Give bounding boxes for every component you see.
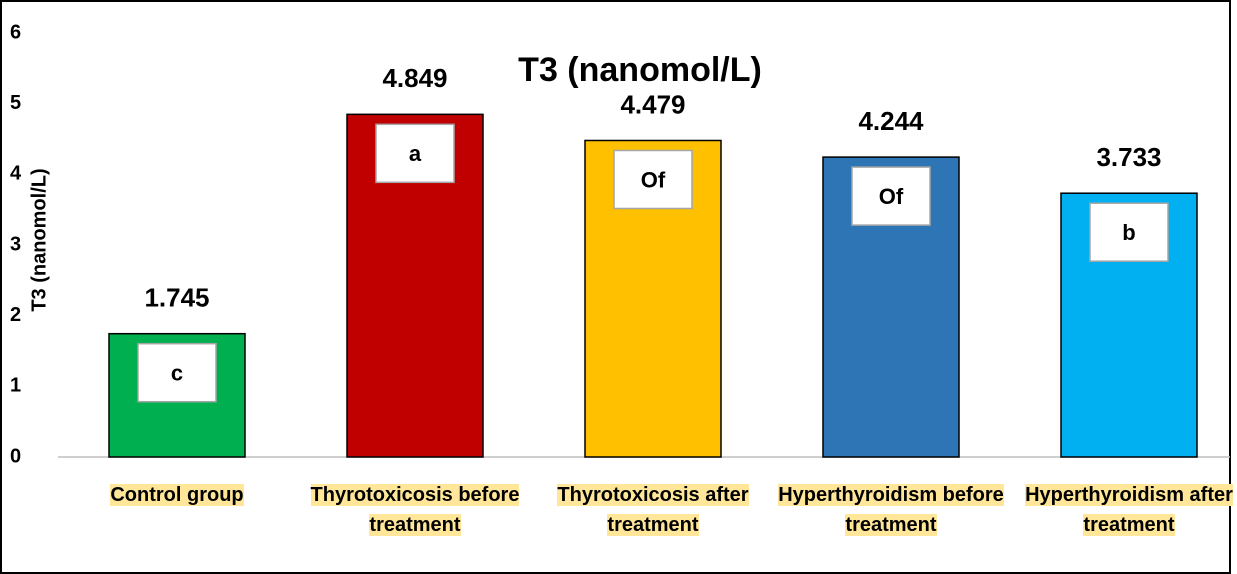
annotation: Of [641,167,666,192]
x-tick-label-box: Hyperthyroidism after treatment [1014,480,1237,540]
value-label: 4.244 [858,106,924,136]
x-tick-label-box: Hyperthyroidism before treatment [776,480,1006,540]
x-tick-label: Hyperthyroidism after treatment [1025,484,1233,536]
annotation: c [171,360,183,385]
y-tick-label: 2 [10,304,21,326]
value-label: 1.745 [144,283,209,313]
y-tick-label: 4 [10,163,22,185]
x-tick-label: Control group [110,484,244,506]
y-tick-label: 3 [10,233,21,255]
y-axis-label: T3 (nanomol/L) [28,168,50,311]
x-tick-label-box: Thyrotoxicosis after treatment [538,480,768,540]
y-tick-label: 6 [10,21,21,43]
annotation: b [1122,220,1135,245]
value-label: 4.479 [620,89,685,119]
x-tick-label-box: Thyrotoxicosis before treatment [300,480,530,540]
annotation-box [375,123,455,184]
y-tick-label: 5 [10,92,21,114]
y-tick-label: 0 [10,445,21,467]
value-label: 4.849 [382,63,447,93]
x-tick-label: Thyrotoxicosis before treatment [310,484,520,536]
x-tick-label: Thyrotoxicosis after treatment [557,484,749,536]
value-label: 3.733 [1096,142,1161,172]
annotation-box [137,342,217,403]
y-tick-label: 1 [10,375,21,397]
annotation-box [851,166,931,226]
x-tick-label-box: Control group [62,480,292,510]
annotation-box [1089,202,1169,262]
annotation-box [613,149,693,210]
annotation: a [409,141,422,166]
x-tick-label: Hyperthyroidism before treatment [778,484,1004,536]
chart-title: T3 (nanomol/L) [518,51,762,89]
annotation: Of [879,184,904,209]
